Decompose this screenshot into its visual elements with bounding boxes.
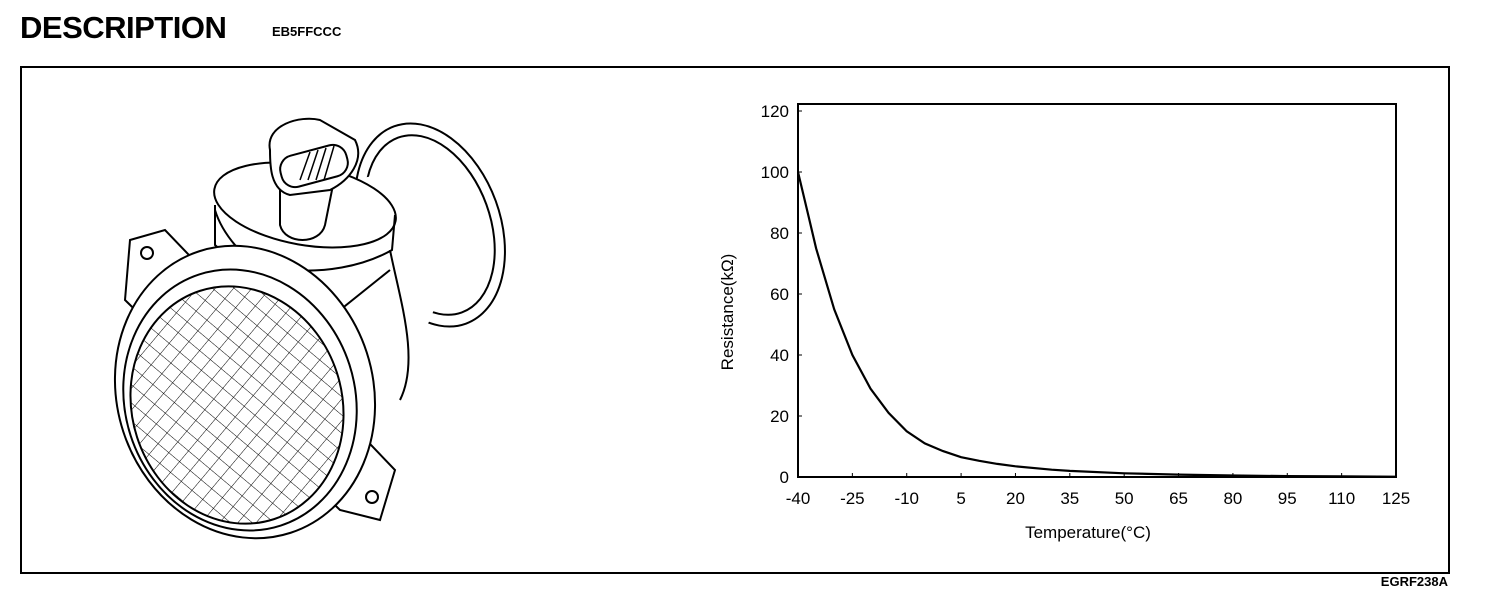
x-tick-label: 65: [1169, 489, 1188, 508]
x-tick-label: 35: [1060, 489, 1079, 508]
y-tick-label: 20: [770, 407, 789, 426]
x-tick-label: -10: [894, 489, 919, 508]
y-tick-label: 100: [761, 163, 789, 182]
page-title: DESCRIPTION: [20, 10, 227, 45]
resistance-temperature-chart: -40 -25 -10 5 20 35 50 65 80 95 110 125 0 20 40 60 80 10…: [718, 102, 1410, 542]
x-tick-label: 110: [1328, 489, 1355, 508]
figure-id: EGRF238A: [1380, 574, 1448, 589]
x-tick-label: -25: [840, 489, 865, 508]
section-code: EB5FFCCC: [272, 24, 342, 39]
x-tick-label: 125: [1382, 489, 1410, 508]
y-tick-label: 80: [770, 224, 789, 243]
x-axis-label: Temperature(°C): [1025, 523, 1151, 542]
y-tick-label: 40: [770, 346, 789, 365]
x-tick-label: 80: [1223, 489, 1242, 508]
mass-air-flow-sensor-illustration: [113, 117, 506, 540]
plot-area: [797, 103, 1397, 478]
x-tick-label: -40: [786, 489, 811, 508]
y-tick-label: 120: [761, 102, 789, 121]
y-tick-label: 60: [770, 285, 789, 304]
y-tick-label: 0: [780, 468, 789, 487]
x-tick-label: 20: [1006, 489, 1025, 508]
x-tick-label: 5: [956, 489, 965, 508]
x-tick-label: 50: [1115, 489, 1134, 508]
figure-frame: [20, 66, 1450, 574]
x-tick-label: 95: [1278, 489, 1297, 508]
y-axis-label: Resistance(kΩ): [718, 254, 737, 371]
resistance-curve: [796, 171, 1397, 478]
